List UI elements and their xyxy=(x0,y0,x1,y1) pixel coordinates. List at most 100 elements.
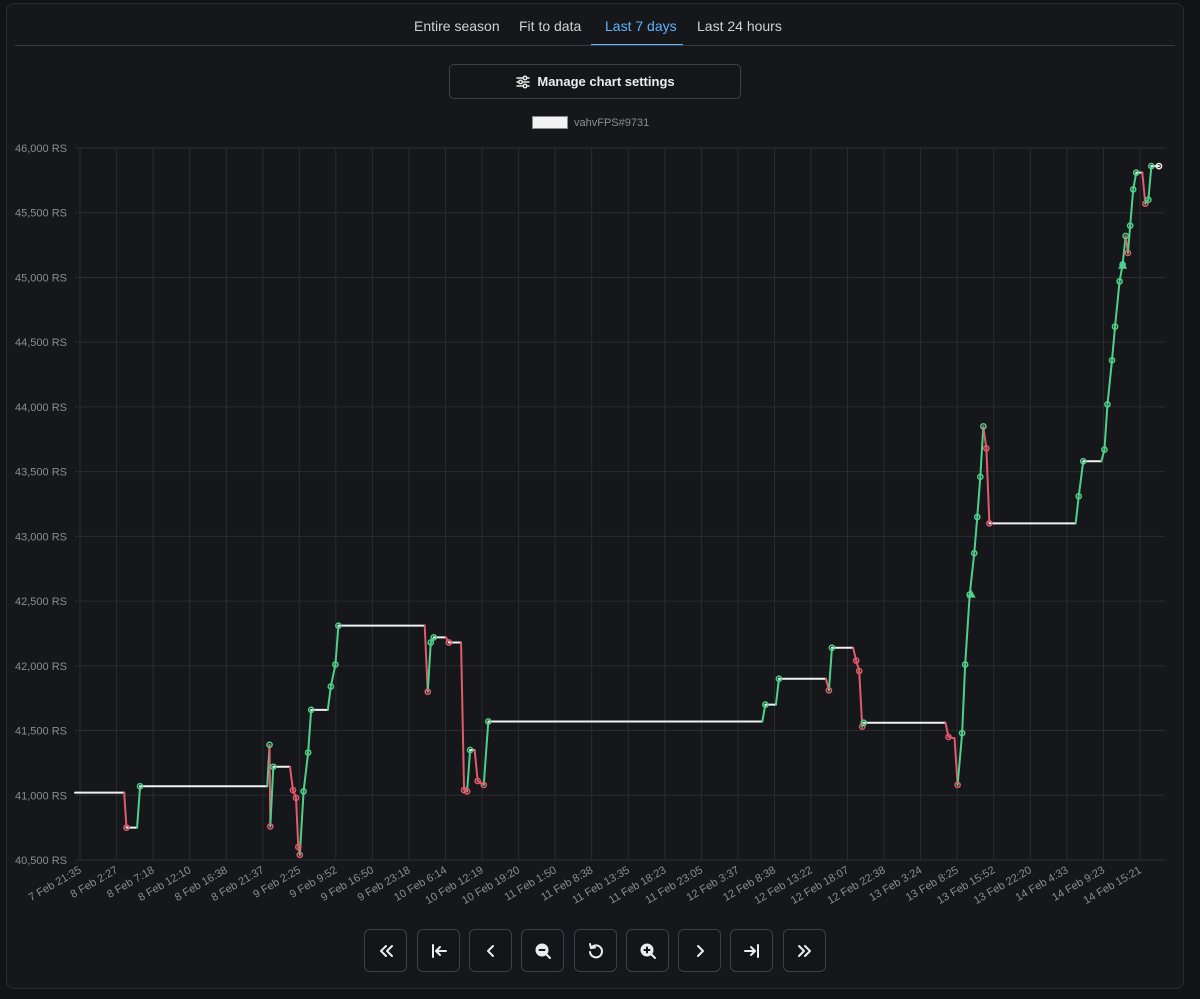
data-point[interactable] xyxy=(1116,277,1123,285)
data-point[interactable] xyxy=(775,675,783,683)
series-segment xyxy=(961,663,967,735)
data-point[interactable] xyxy=(427,639,435,646)
data-point[interactable] xyxy=(958,729,966,737)
series-segment xyxy=(1129,188,1135,227)
data-point[interactable] xyxy=(327,683,335,690)
data-point[interactable] xyxy=(300,788,307,795)
legend-label: vahvFPS#9731 xyxy=(574,116,650,129)
chevron-right-icon xyxy=(696,944,704,957)
data-point[interactable] xyxy=(294,843,302,851)
double-chevron-left-icon xyxy=(379,944,393,957)
data-point[interactable] xyxy=(474,777,482,785)
y-tick-label: 42,000 RS xyxy=(15,661,67,673)
data-point[interactable] xyxy=(976,473,984,481)
data-point[interactable] xyxy=(1148,162,1155,170)
data-point[interactable] xyxy=(304,749,312,756)
tab-fit-to-data[interactable]: Fit to data xyxy=(519,18,582,34)
y-tick-label: 43,000 RS xyxy=(15,531,67,543)
data-point[interactable] xyxy=(1122,232,1129,240)
series-segment xyxy=(979,425,985,478)
data-point[interactable] xyxy=(1075,492,1083,500)
series-segment xyxy=(1106,359,1114,406)
data-point[interactable] xyxy=(1111,323,1119,330)
data-point[interactable] xyxy=(825,687,833,694)
data-point[interactable] xyxy=(335,622,342,630)
series-segment xyxy=(953,737,959,786)
series-segment xyxy=(976,475,982,518)
data-point[interactable] xyxy=(307,706,315,714)
data-point[interactable] xyxy=(1079,457,1087,465)
data-point[interactable] xyxy=(983,444,990,452)
data-point[interactable] xyxy=(332,661,339,668)
series-segment xyxy=(476,780,485,786)
series-segment xyxy=(307,708,313,754)
data-point[interactable] xyxy=(1108,356,1116,364)
manage-chart-settings-button[interactable]: Manage chart settings xyxy=(449,64,741,99)
chart-legend[interactable]: vahvFPS#9731 xyxy=(532,116,649,129)
data-point[interactable] xyxy=(424,688,432,696)
pan-far-right-button[interactable] xyxy=(783,929,826,972)
data-point[interactable] xyxy=(1132,169,1140,176)
data-point[interactable] xyxy=(855,667,863,675)
data-point[interactable] xyxy=(979,422,987,430)
manage-chart-settings-label: Manage chart settings xyxy=(537,74,675,89)
data-point[interactable] xyxy=(123,824,130,831)
data-point[interactable] xyxy=(296,851,304,859)
data-point[interactable] xyxy=(289,786,297,794)
series-segment xyxy=(460,641,466,792)
data-point[interactable] xyxy=(1104,400,1111,408)
event-marker[interactable] xyxy=(966,589,976,598)
zoom-in-button[interactable] xyxy=(626,929,669,972)
y-tick-label: 43,500 RS xyxy=(15,467,67,479)
data-point[interactable] xyxy=(292,794,300,802)
data-point[interactable] xyxy=(1101,446,1108,453)
data-point[interactable] xyxy=(828,644,836,652)
data-point[interactable] xyxy=(266,822,274,830)
y-tick-label: 44,000 RS xyxy=(15,402,67,414)
data-point[interactable] xyxy=(463,788,471,795)
tab-entire-season[interactable]: Entire season xyxy=(414,18,500,34)
zoom-out-button[interactable] xyxy=(521,929,564,972)
y-tick-label: 40,500 RS xyxy=(15,855,67,867)
data-point[interactable] xyxy=(466,746,474,754)
data-point[interactable] xyxy=(1124,249,1132,257)
data-point[interactable] xyxy=(484,718,492,725)
data-point[interactable] xyxy=(1126,222,1134,230)
data-point[interactable] xyxy=(430,633,438,641)
data-point[interactable] xyxy=(945,733,952,741)
jump-to-start-button[interactable] xyxy=(417,929,460,972)
y-tick-label: 46,000 RS xyxy=(15,143,67,155)
event-marker[interactable] xyxy=(1118,260,1128,269)
data-point[interactable] xyxy=(954,781,961,789)
pan-left-button[interactable] xyxy=(469,929,512,972)
data-point[interactable] xyxy=(1144,196,1152,204)
data-point[interactable] xyxy=(1129,186,1137,193)
data-point[interactable] xyxy=(973,513,981,521)
reset-zoom-button[interactable] xyxy=(574,929,617,972)
data-point[interactable] xyxy=(970,549,978,557)
data-point[interactable] xyxy=(445,639,453,646)
series-segment xyxy=(288,765,294,792)
tab-last-7-days[interactable]: Last 7 days xyxy=(605,18,677,34)
line-chart[interactable]: 40,500 RS 41,000 RS 41,500 RS 42,000 RS 42,5… xyxy=(0,130,1200,920)
data-point[interactable] xyxy=(480,781,488,789)
data-point[interactable] xyxy=(1155,162,1163,170)
series-segment xyxy=(1074,495,1080,525)
data-point[interactable] xyxy=(266,741,273,749)
data-point[interactable] xyxy=(961,661,969,668)
data-point[interactable] xyxy=(852,657,860,664)
data-point[interactable] xyxy=(761,701,769,709)
series-segment xyxy=(1141,171,1147,205)
pan-far-left-button[interactable] xyxy=(364,929,407,972)
jump-to-end-button[interactable] xyxy=(730,929,773,972)
data-point[interactable] xyxy=(860,719,868,727)
sliders-icon xyxy=(515,74,531,90)
series-segment xyxy=(964,593,971,666)
data-point[interactable] xyxy=(986,520,993,527)
series-segment xyxy=(1103,403,1109,451)
data-point[interactable] xyxy=(269,763,277,771)
pan-right-button[interactable] xyxy=(678,929,721,972)
tab-last-24-hours[interactable]: Last 24 hours xyxy=(697,18,782,34)
data-point[interactable] xyxy=(136,782,144,790)
series-segment xyxy=(473,748,479,783)
